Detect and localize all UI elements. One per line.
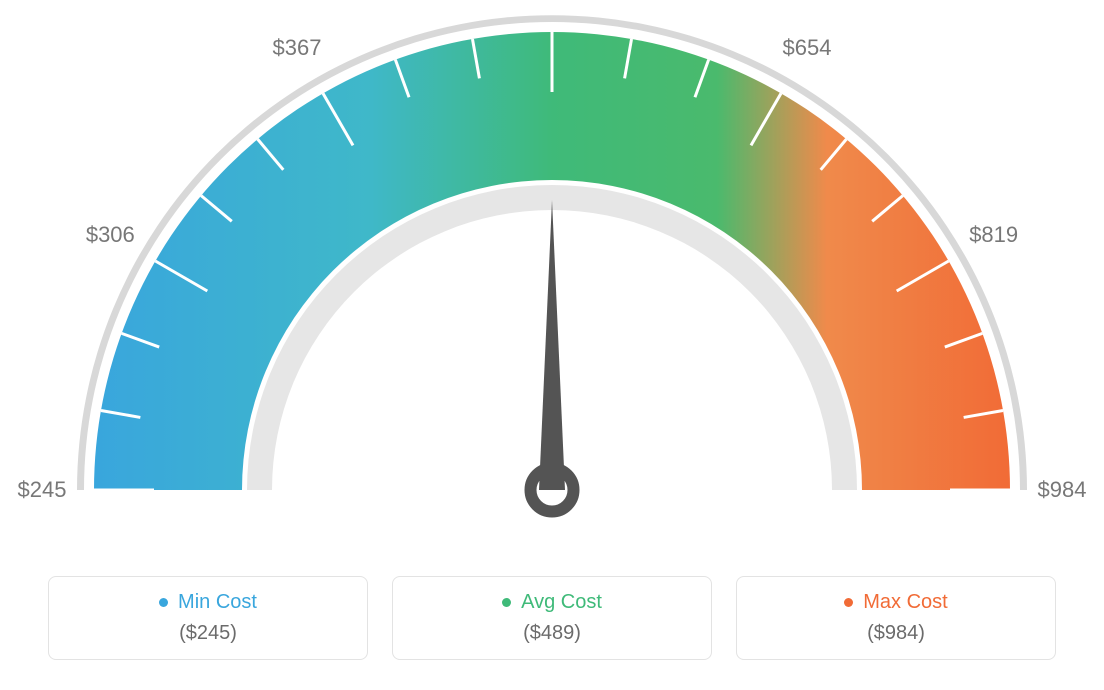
- legend-label-avg: Avg Cost: [521, 591, 602, 614]
- legend-value-min: ($245): [59, 622, 357, 645]
- legend-label-min: Min Cost: [178, 591, 257, 614]
- legend-card-max: Max Cost ($984): [736, 576, 1056, 660]
- gauge-tick-label: $306: [86, 222, 135, 248]
- legend-dot-max: [844, 598, 853, 607]
- legend-card-min: Min Cost ($245): [48, 576, 368, 660]
- gauge-tick-label: $245: [18, 477, 67, 503]
- legend-dot-avg: [502, 598, 511, 607]
- legend-label-max: Max Cost: [863, 591, 947, 614]
- gauge-tick-label: $819: [969, 222, 1018, 248]
- legend-value-avg: ($489): [403, 622, 701, 645]
- gauge-chart: $245$306$367$489$654$819$984: [0, 0, 1104, 560]
- gauge-tick-label: $654: [783, 35, 832, 61]
- gauge-svg: [0, 0, 1104, 560]
- legend-card-avg: Avg Cost ($489): [392, 576, 712, 660]
- gauge-tick-label: $984: [1038, 477, 1087, 503]
- gauge-tick-label: $367: [273, 35, 322, 61]
- legend-dot-min: [159, 598, 168, 607]
- legend-row: Min Cost ($245) Avg Cost ($489) Max Cost…: [0, 576, 1104, 660]
- legend-value-max: ($984): [747, 622, 1045, 645]
